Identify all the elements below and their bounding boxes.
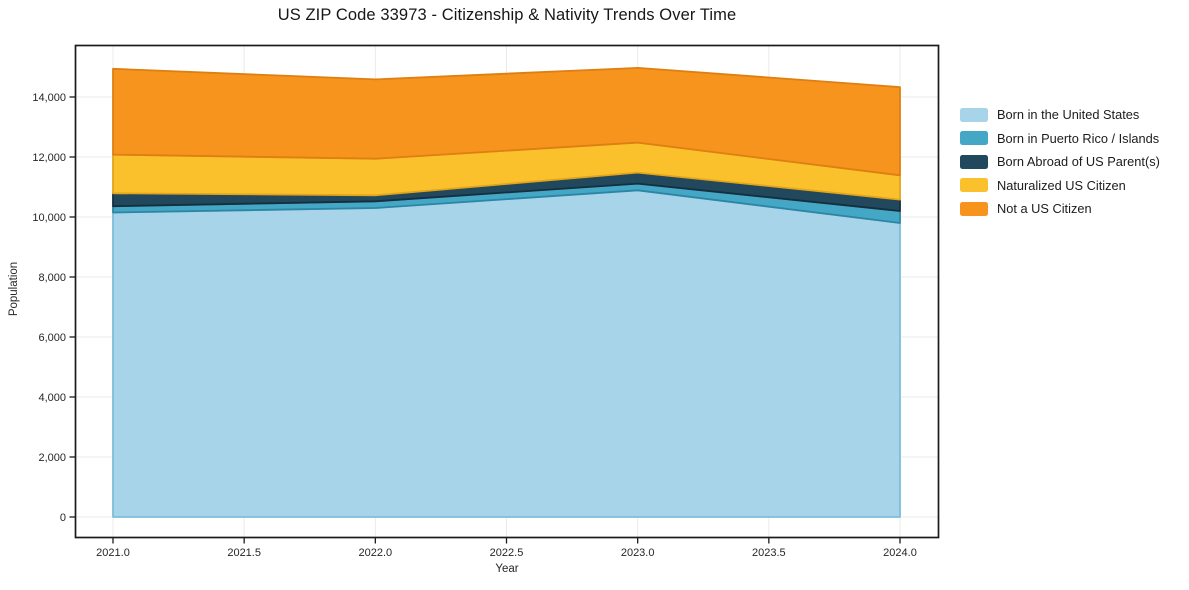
legend: Born in the United States Born in Puerto … (960, 103, 1160, 221)
x-tick-label: 2022.0 (359, 547, 393, 559)
legend-label: Born in Puerto Rico / Islands (997, 130, 1160, 146)
y-tick-label: 10,000 (32, 212, 66, 224)
x-axis-label: Year (495, 563, 519, 575)
legend-label: Born in the United States (997, 107, 1140, 123)
y-tick-label: 0 (60, 512, 66, 524)
legend-label: Born Abroad of US Parent(s) (997, 154, 1160, 170)
x-tick-label: 2023.5 (752, 547, 786, 559)
y-axis-label: Population (8, 261, 20, 317)
legend-swatch-naturalized-us-citizen (960, 178, 988, 193)
area-not-a-us-citizen (112, 67, 901, 177)
legend-item: Born in Puerto Rico / Islands (960, 127, 1160, 151)
x-tick-label: 2021.0 (96, 547, 130, 559)
legend-swatch-born-in-puerto-rico-islands (960, 131, 988, 146)
x-tick-label: 2023.0 (621, 547, 655, 559)
plot-border (74, 44, 940, 539)
legend-label: Not a US Citizen (997, 201, 1092, 217)
y-tick-label: 12,000 (32, 152, 66, 164)
legend-item: Born in the United States (960, 103, 1160, 127)
area-born-in-the-united-states (112, 189, 901, 518)
y-tick-label: 14,000 (32, 92, 66, 104)
legend-item: Born Abroad of US Parent(s) (960, 150, 1160, 174)
legend-swatch-born-in-the-united-states (960, 107, 988, 122)
legend-swatch-born-abroad-of-us-parent-s (960, 154, 988, 169)
x-tick-label: 2021.5 (227, 547, 261, 559)
chart-title: US ZIP Code 33973 - Citizenship & Nativi… (277, 6, 737, 24)
legend-swatch-not-a-us-citizen (960, 201, 988, 216)
legend-item: Naturalized US Citizen (960, 174, 1160, 198)
y-tick-label: 8,000 (38, 272, 66, 284)
x-tick-label: 2022.5 (490, 547, 524, 559)
x-tick-label: 2024.0 (883, 547, 917, 559)
y-tick-label: 2,000 (38, 452, 66, 464)
legend-label: Naturalized US Citizen (997, 177, 1126, 193)
legend-item: Not a US Citizen (960, 197, 1160, 221)
y-tick-label: 6,000 (38, 332, 66, 344)
y-tick-label: 4,000 (38, 392, 66, 404)
